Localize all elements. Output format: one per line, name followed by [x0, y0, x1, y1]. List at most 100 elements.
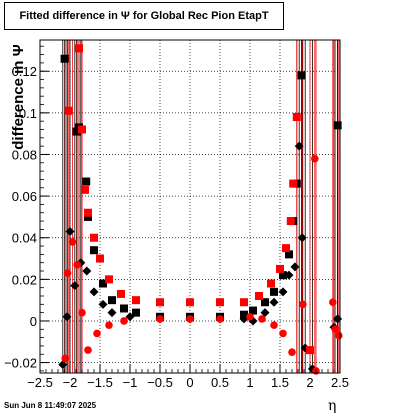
- marker-square: [64, 106, 73, 115]
- x-tick-label: 2.5: [331, 375, 349, 390]
- marker-square: [297, 71, 306, 80]
- timestamp: Sun Jun 8 11:49:07 2025: [4, 401, 97, 410]
- marker-diamond: [98, 299, 108, 309]
- marker-diamond: [269, 297, 279, 307]
- marker-diamond: [107, 308, 117, 318]
- marker-circle: [93, 329, 101, 338]
- x-axis-label: η: [328, 398, 337, 414]
- marker-diamond: [70, 281, 80, 291]
- marker-diamond: [82, 266, 92, 276]
- error-bars: [62, 40, 340, 373]
- x-tick-label: −1: [123, 375, 138, 390]
- x-tick-label: −1.5: [87, 375, 113, 390]
- marker-square: [276, 264, 284, 273]
- marker-square: [90, 246, 98, 255]
- marker-diamond: [297, 233, 307, 243]
- marker-square: [249, 306, 257, 315]
- marker-square: [333, 121, 342, 130]
- marker-diamond: [294, 141, 304, 151]
- marker-square: [108, 296, 116, 305]
- marker-circle: [279, 329, 287, 338]
- marker-square: [270, 287, 278, 296]
- marker-square: [186, 298, 194, 307]
- y-tick-label: 0.06: [12, 189, 37, 204]
- marker-circle: [105, 321, 113, 329]
- marker-square: [292, 113, 301, 122]
- marker-circle: [329, 298, 337, 307]
- y-tick-label: 0.02: [12, 272, 37, 287]
- marker-circle: [246, 313, 254, 321]
- marker-circle: [331, 325, 340, 334]
- marker-square: [120, 304, 128, 313]
- marker-square: [90, 233, 98, 242]
- marker-diamond: [58, 360, 68, 370]
- x-tick-label: 0.5: [211, 375, 229, 390]
- marker-circle: [258, 315, 266, 323]
- marker-square: [132, 308, 140, 317]
- marker-square: [285, 250, 293, 259]
- marker-square: [99, 279, 107, 288]
- marker-diamond: [65, 226, 75, 236]
- marker-square: [255, 291, 263, 300]
- axis-ticks: [39, 45, 341, 373]
- marker-square: [72, 127, 81, 136]
- marker-square: [75, 44, 83, 53]
- marker-square: [261, 298, 269, 307]
- x-tick-label: 1.5: [271, 375, 289, 390]
- marker-circle: [73, 260, 81, 269]
- marker-square: [279, 271, 287, 280]
- marker-circle: [78, 308, 86, 317]
- chart-title: Fitted difference in Ψ for Global Rec Pi…: [4, 2, 284, 30]
- x-tick-label: 2: [306, 375, 313, 390]
- y-axis-label: difference in Ψ: [10, 44, 27, 150]
- marker-square: [105, 275, 113, 284]
- marker-circle: [186, 315, 194, 323]
- marker-square: [132, 296, 140, 305]
- marker-circle: [84, 346, 92, 354]
- marker-square: [306, 346, 314, 355]
- x-tick-label: −0.5: [147, 375, 173, 390]
- marker-square: [96, 254, 104, 263]
- marker-square: [84, 208, 92, 217]
- marker-circle: [68, 238, 77, 246]
- marker-diamond: [89, 287, 99, 297]
- marker-square: [156, 298, 164, 307]
- y-tick-label: 0.04: [12, 231, 37, 246]
- y-tick-label: 0: [30, 314, 37, 329]
- x-tick-label: −2.5: [27, 375, 53, 390]
- marker-circle: [216, 315, 224, 323]
- marker-diamond: [125, 312, 135, 322]
- marker-diamond: [278, 287, 288, 297]
- marker-circle: [299, 300, 307, 309]
- marker-diamond: [333, 314, 343, 324]
- marker-square: [289, 179, 298, 188]
- marker-diamond: [290, 262, 300, 272]
- marker-square: [60, 54, 69, 63]
- marker-square: [240, 298, 248, 307]
- marker-square: [84, 212, 92, 221]
- marker-circle: [61, 354, 69, 363]
- marker-circle: [156, 315, 164, 323]
- x-tick-label: 0: [186, 375, 193, 390]
- marker-diamond: [284, 270, 294, 280]
- marker-square: [78, 125, 86, 134]
- marker-diamond: [260, 308, 270, 318]
- marker-circle: [311, 154, 319, 163]
- marker-circle: [63, 269, 72, 277]
- marker-square: [82, 177, 91, 186]
- marker-square: [81, 185, 89, 194]
- marker-square: [216, 298, 224, 307]
- marker-circle: [288, 348, 296, 356]
- x-tick-label: −2: [63, 375, 78, 390]
- marker-square: [117, 289, 125, 298]
- y-tick-label: 0.08: [12, 147, 37, 162]
- marker-square: [282, 244, 290, 253]
- marker-square: [286, 217, 295, 226]
- y-tick-label: −0.02: [4, 356, 37, 371]
- y-tick-label: 0.1: [19, 106, 37, 121]
- marker-circle: [335, 331, 343, 340]
- y-tick-label: 0.12: [12, 64, 37, 79]
- markers: [58, 44, 343, 375]
